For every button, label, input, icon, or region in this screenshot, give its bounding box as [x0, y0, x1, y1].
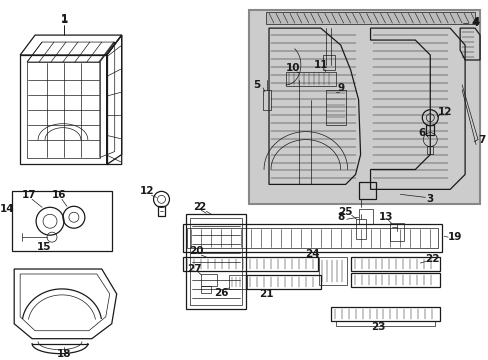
Bar [389, 223, 404, 241]
Bar [187, 228, 437, 248]
Text: 4: 4 [471, 17, 479, 27]
Text: 23: 23 [370, 322, 385, 332]
Text: 8: 8 [336, 212, 344, 222]
Bar [245, 275, 320, 289]
Text: 9: 9 [336, 83, 344, 93]
Bar [325, 90, 345, 125]
Text: 21: 21 [258, 289, 273, 299]
Text: 19: 19 [447, 232, 461, 242]
Text: 6: 6 [418, 128, 425, 138]
Bar [263, 90, 270, 110]
Text: 2: 2 [197, 202, 204, 212]
Text: 15: 15 [37, 242, 51, 252]
Text: 17: 17 [22, 190, 36, 201]
Bar [201, 286, 211, 293]
Text: 14: 14 [0, 204, 15, 214]
Bar [190, 218, 242, 305]
Text: 16: 16 [52, 190, 66, 201]
Bar [248, 10, 479, 204]
Bar [350, 257, 439, 271]
Text: 25: 25 [338, 207, 352, 217]
Bar [183, 224, 441, 252]
Bar [229, 275, 246, 289]
Text: 12: 12 [139, 186, 154, 196]
Bar [322, 55, 334, 70]
Bar [265, 12, 474, 24]
Text: 1: 1 [60, 15, 67, 25]
Text: 20: 20 [189, 246, 203, 256]
Text: 24: 24 [305, 249, 320, 259]
Text: 18: 18 [57, 348, 71, 359]
Bar [330, 307, 439, 321]
Bar [183, 257, 317, 271]
Text: 26: 26 [214, 288, 228, 298]
Text: 1: 1 [60, 14, 67, 24]
Text: 11: 11 [313, 60, 327, 70]
Text: 22: 22 [424, 254, 439, 264]
Text: 7: 7 [477, 135, 485, 145]
Bar [350, 273, 439, 287]
Bar [426, 125, 433, 135]
Text: 5: 5 [253, 80, 260, 90]
Text: 2: 2 [192, 202, 200, 212]
Text: 27: 27 [187, 264, 201, 274]
Bar [186, 214, 245, 309]
Text: 3: 3 [426, 194, 433, 204]
Bar [318, 257, 346, 285]
Bar [427, 145, 432, 154]
Text: 4: 4 [470, 18, 478, 28]
Text: 12: 12 [437, 107, 451, 117]
Bar [157, 206, 165, 216]
Text: 10: 10 [285, 63, 300, 73]
Bar [285, 72, 335, 86]
Bar [12, 192, 111, 251]
Text: 13: 13 [379, 212, 393, 222]
Bar [335, 321, 434, 326]
Bar [201, 274, 217, 286]
Bar [355, 219, 365, 239]
